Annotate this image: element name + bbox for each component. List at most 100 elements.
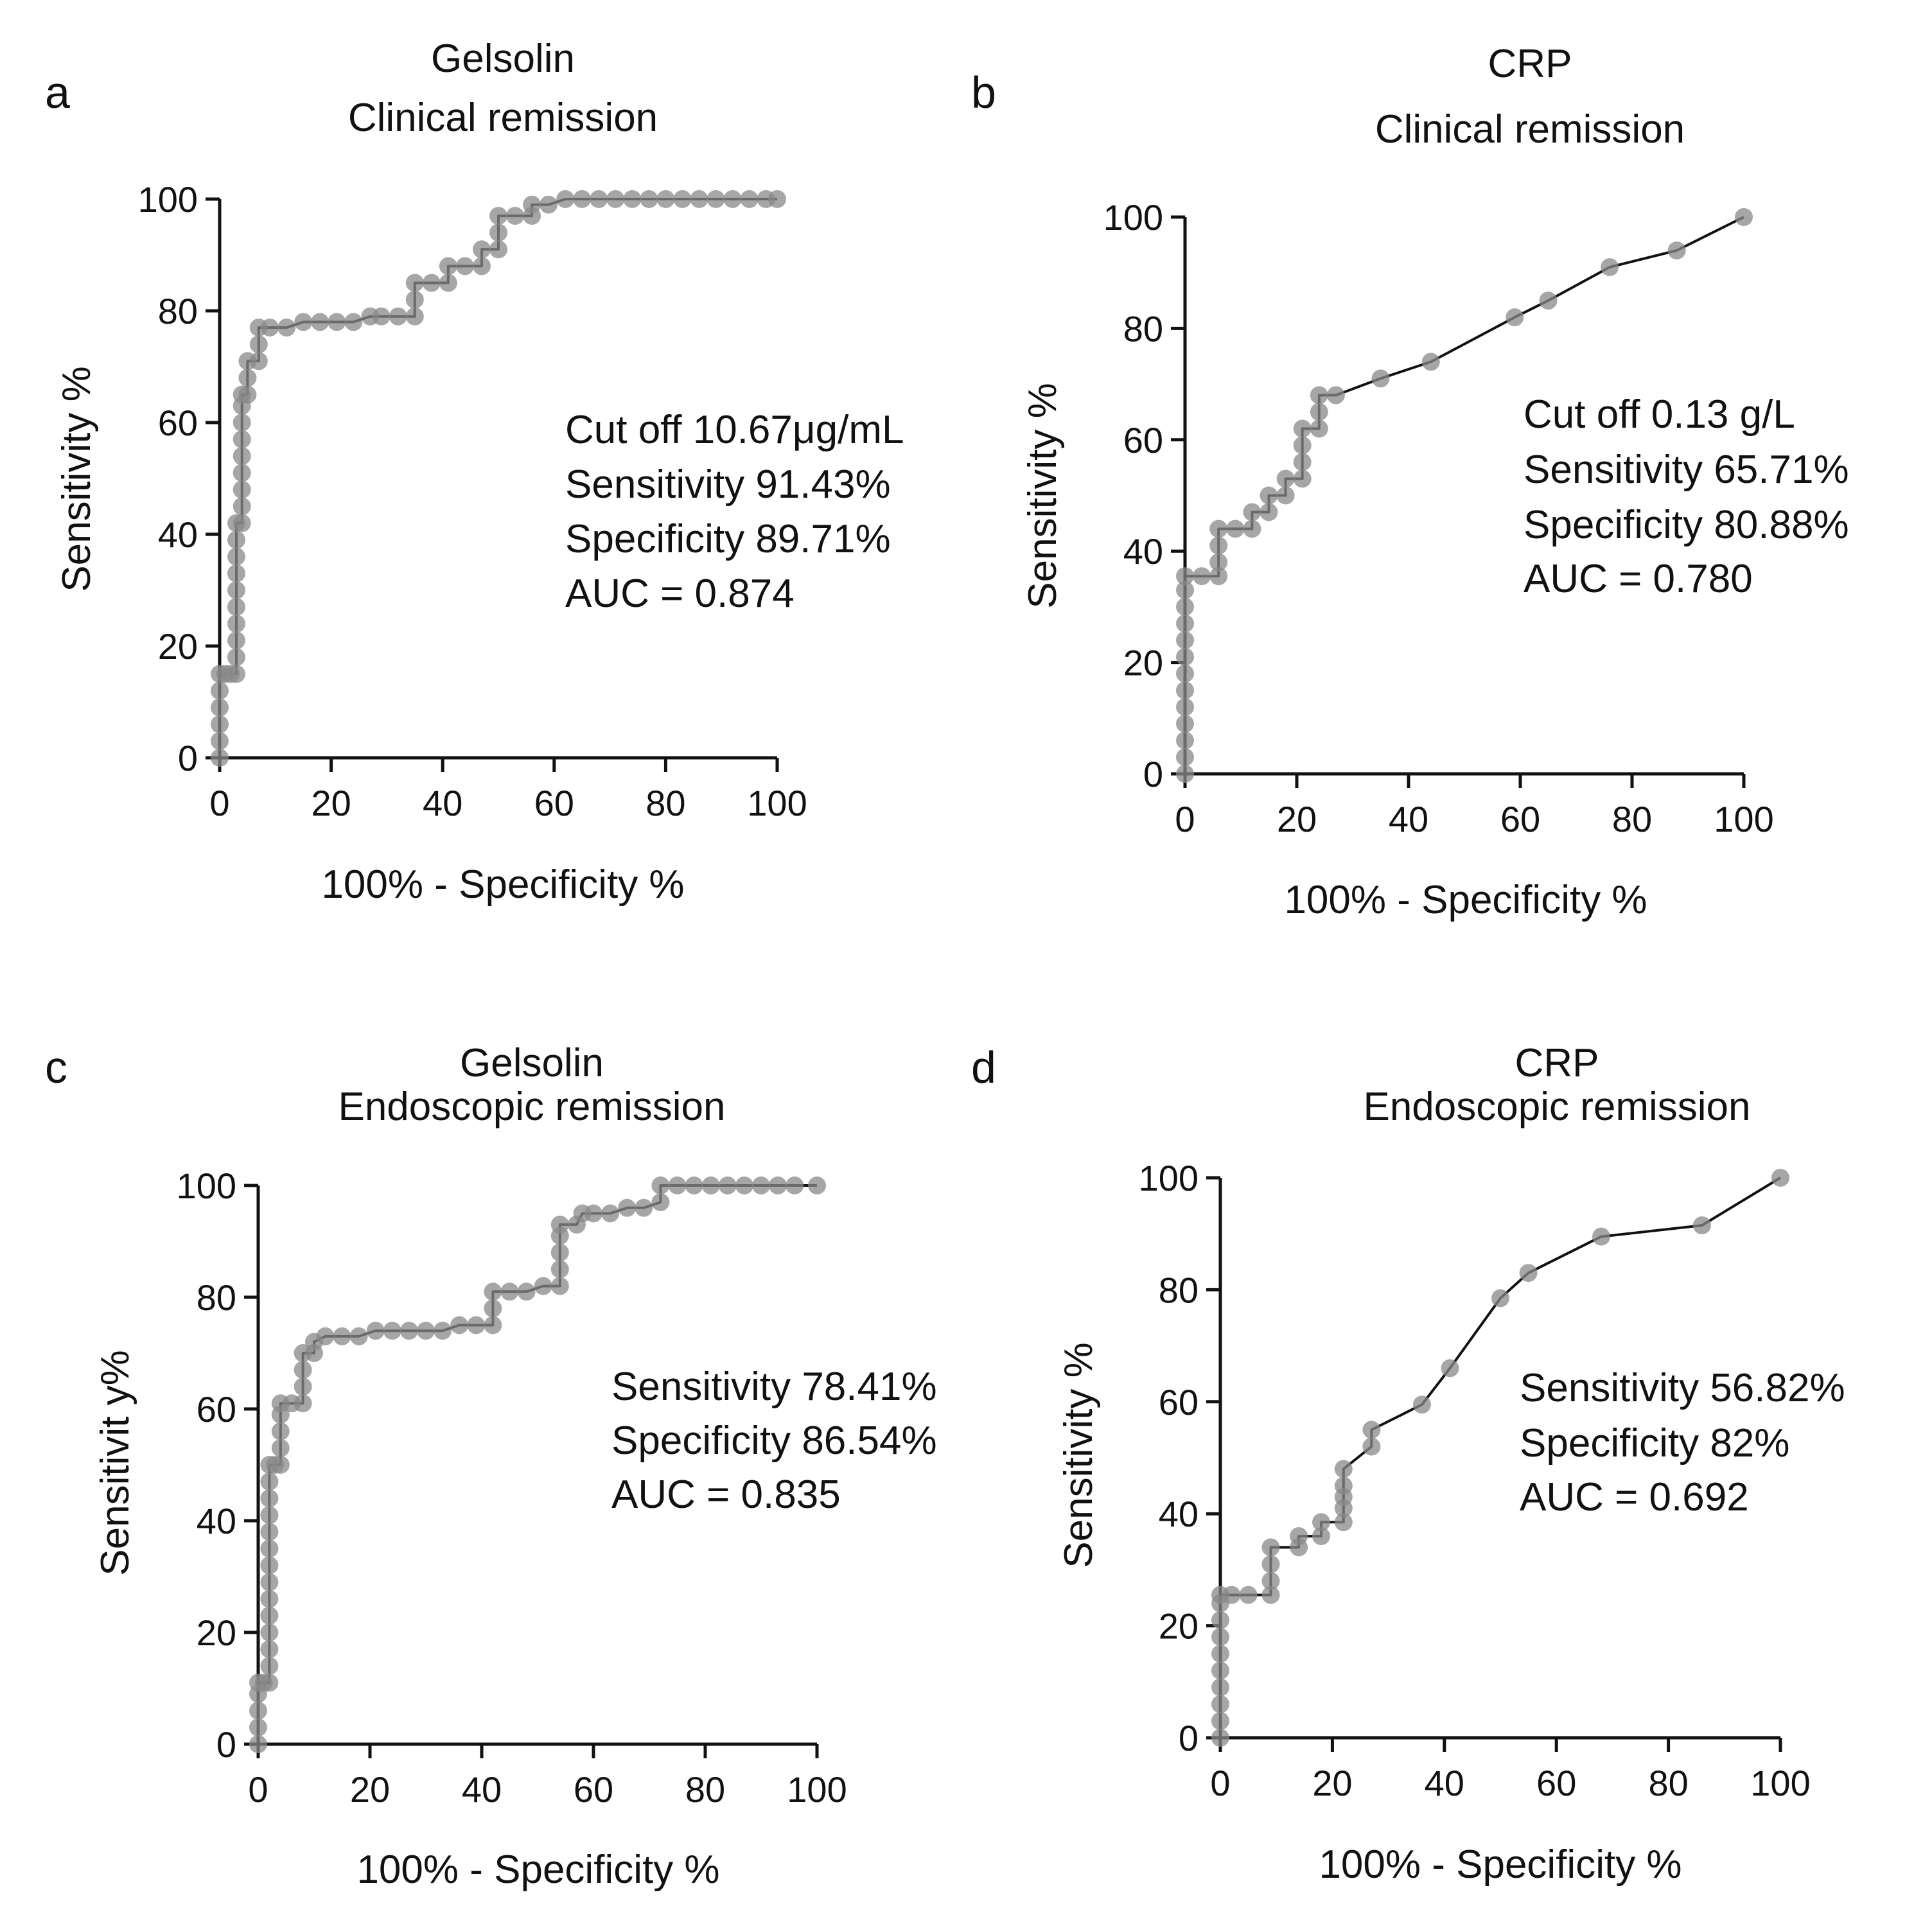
- x-tick-label: 60: [1500, 799, 1540, 839]
- data-point: [450, 1316, 469, 1334]
- y-tick-label: 80: [1123, 308, 1163, 349]
- x-axis-label: 100% - Specificity %: [1319, 1842, 1682, 1887]
- data-point: [211, 715, 229, 733]
- x-axis-label: 100% - Specificity %: [1284, 878, 1647, 922]
- data-point: [260, 1573, 279, 1591]
- chart-title-line1: Gelsolin: [431, 37, 575, 81]
- data-point: [439, 274, 457, 292]
- chart-title-line2: Endoscopic remission: [1363, 1085, 1750, 1129]
- data-point: [294, 1394, 312, 1413]
- data-point: [473, 240, 491, 259]
- panel-letter: d: [971, 1042, 996, 1092]
- data-point: [1176, 681, 1194, 699]
- data-point: [1211, 1729, 1229, 1747]
- data-point: [740, 190, 759, 208]
- data-point: [601, 1204, 620, 1223]
- y-tick-label: 0: [1143, 754, 1163, 794]
- data-point: [1735, 208, 1753, 226]
- x-tick-label: 60: [1536, 1763, 1576, 1803]
- data-point: [260, 1489, 279, 1508]
- y-axis-label: Sensitivity %: [1057, 1342, 1101, 1568]
- data-point: [233, 414, 251, 432]
- data-point: [769, 1176, 787, 1194]
- annotation-line: Cut off 10.67μg/mL: [565, 408, 904, 452]
- data-point: [1211, 1661, 1229, 1680]
- data-point: [422, 274, 441, 292]
- data-point: [344, 313, 363, 331]
- data-point: [1211, 1711, 1229, 1730]
- data-point: [233, 430, 251, 449]
- data-point: [1176, 567, 1194, 586]
- data-point: [271, 1439, 290, 1457]
- y-tick-label: 100: [1139, 1158, 1199, 1198]
- data-point: [1334, 1460, 1353, 1478]
- data-point: [1667, 241, 1686, 259]
- y-tick-label: 20: [197, 1613, 236, 1653]
- x-tick-label: 0: [1175, 799, 1195, 839]
- y-tick-label: 40: [1159, 1494, 1199, 1534]
- data-point: [1692, 1216, 1711, 1235]
- data-point: [473, 257, 491, 275]
- chart-title-line1: Gelsolin: [460, 1041, 604, 1085]
- data-point: [260, 1674, 279, 1692]
- data-point: [484, 1299, 502, 1318]
- data-point: [249, 1701, 267, 1720]
- data-point: [685, 1176, 703, 1194]
- data-point: [233, 480, 251, 499]
- x-tick-label: 60: [534, 783, 574, 823]
- data-point: [1421, 353, 1440, 371]
- data-point: [707, 190, 725, 208]
- data-point: [1209, 567, 1228, 586]
- data-point: [651, 1176, 670, 1194]
- data-point: [1276, 469, 1295, 488]
- data-point: [573, 190, 592, 208]
- data-point: [1176, 715, 1194, 733]
- data-point: [1539, 292, 1558, 310]
- y-tick-label: 40: [158, 514, 198, 555]
- data-point: [1222, 1586, 1241, 1604]
- data-point: [277, 319, 296, 337]
- data-point: [227, 615, 245, 633]
- y-tick-label: 0: [178, 738, 198, 778]
- data-point: [227, 547, 245, 566]
- annotation-line: Sensitivity 56.82%: [1520, 1366, 1845, 1410]
- x-tick-label: 40: [1389, 799, 1428, 839]
- y-tick-label: 40: [197, 1501, 236, 1541]
- data-point: [1334, 1476, 1353, 1495]
- data-point: [768, 190, 786, 208]
- x-tick-label: 100: [747, 783, 807, 823]
- data-point: [1293, 419, 1312, 438]
- data-point: [1326, 386, 1345, 405]
- data-point: [623, 190, 642, 208]
- x-tick-label: 20: [311, 783, 351, 823]
- y-tick-label: 60: [158, 403, 198, 443]
- data-point: [1276, 486, 1295, 505]
- data-point: [489, 240, 507, 259]
- data-point: [1519, 1264, 1538, 1282]
- data-point: [271, 1456, 290, 1474]
- annotation-line: Sensitivity 91.43%: [565, 462, 891, 507]
- data-point: [523, 195, 541, 214]
- data-point: [701, 1176, 720, 1194]
- y-tick-label: 20: [1159, 1606, 1199, 1647]
- data-point: [1290, 1527, 1308, 1546]
- data-point: [550, 1243, 569, 1262]
- data-point: [389, 307, 407, 326]
- chart-title-line2: Clinical remission: [1375, 107, 1685, 152]
- data-point: [1506, 308, 1524, 327]
- data-point: [211, 698, 229, 717]
- x-axis-label: 100% - Specificity %: [356, 1848, 719, 1892]
- data-point: [260, 1523, 279, 1541]
- data-point: [211, 681, 229, 700]
- data-point: [260, 1506, 279, 1525]
- x-tick-label: 0: [248, 1769, 268, 1810]
- annotation-line: AUC = 0.780: [1524, 557, 1753, 601]
- data-point: [1209, 553, 1228, 572]
- x-tick-label: 20: [1312, 1763, 1352, 1803]
- data-point: [1312, 1527, 1330, 1546]
- x-tick-label: 80: [685, 1769, 725, 1810]
- data-point: [489, 223, 507, 242]
- roc-curve-line: [257, 1184, 817, 1744]
- data-point: [1310, 403, 1328, 421]
- data-point: [249, 352, 268, 371]
